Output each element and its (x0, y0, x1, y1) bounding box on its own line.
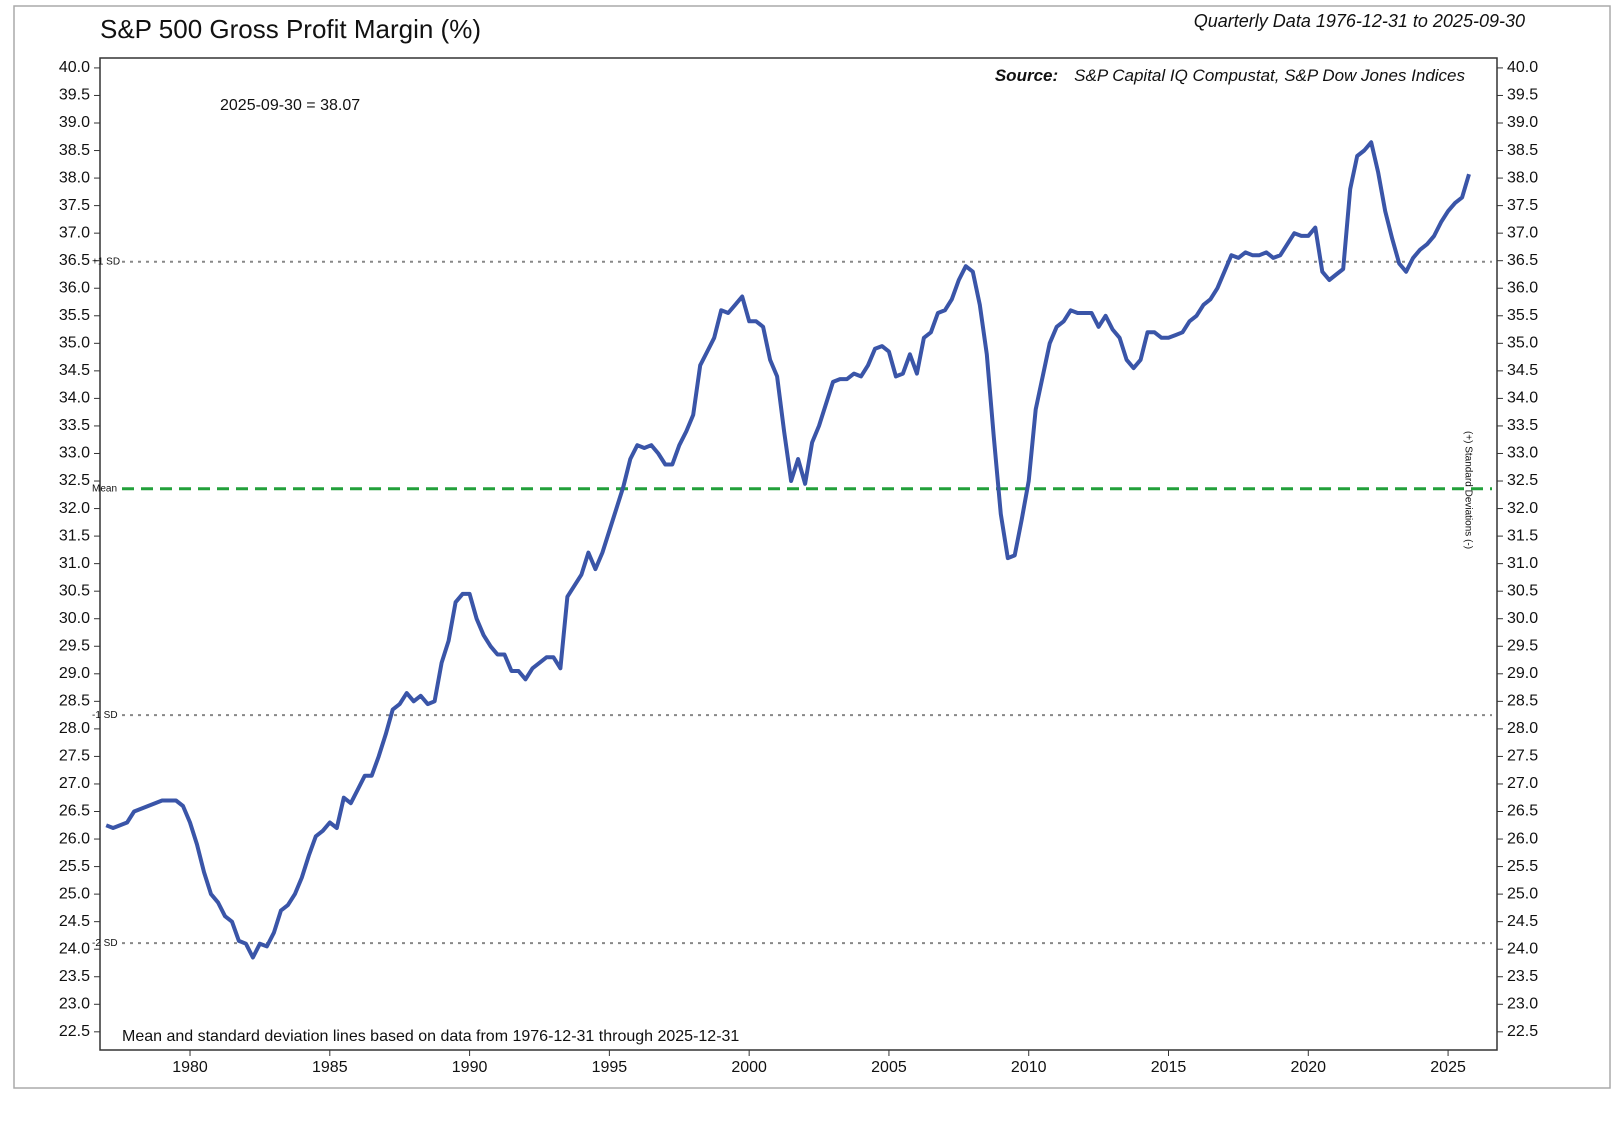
x-tick-label: 2010 (1011, 1059, 1047, 1076)
annotation: 2025-09-30 = 38.07 (220, 97, 360, 114)
y-tick-label: 32.0 (59, 500, 90, 517)
y-tick-label: 33.0 (59, 445, 90, 462)
y2-tick-label: 32.5 (1507, 472, 1538, 489)
plot-frame (99, 57, 1498, 1051)
y2-tick-label: 34.5 (1507, 362, 1538, 379)
y2-tick-label: 29.5 (1507, 637, 1538, 654)
y-tick-label: 36.5 (59, 252, 90, 269)
y2-tick-label: 26.0 (1507, 830, 1538, 847)
chart-title: S&P 500 Gross Profit Margin (%) (100, 14, 481, 44)
y-tick-label: 38.5 (59, 142, 90, 159)
y2-tick-label: 25.5 (1507, 858, 1538, 875)
x-tick-label: 2000 (731, 1059, 767, 1076)
subtitle: Quarterly Data 1976-12-31 to 2025-09-30 (1194, 11, 1525, 31)
x-tick-label: 2020 (1290, 1059, 1326, 1076)
y2-tick-label: 37.0 (1507, 224, 1538, 241)
y2-tick-label: 34.0 (1507, 390, 1538, 407)
y2-tick-label: 30.0 (1507, 610, 1538, 627)
y2-tick-label: 39.0 (1507, 114, 1538, 131)
y-tick-label: 34.5 (59, 362, 90, 379)
y2-tick-label: 36.5 (1507, 252, 1538, 269)
y-tick-label: 24.5 (59, 913, 90, 930)
data-line (105, 140, 1471, 960)
reference-label: -2 SD (92, 938, 118, 949)
y-tick-label: 34.0 (59, 390, 90, 407)
y2-tick-label: 38.0 (1507, 169, 1538, 186)
y2-tick-label: 28.0 (1507, 720, 1538, 737)
y-tick-label: 25.5 (59, 858, 90, 875)
y2-tick-label: 29.0 (1507, 665, 1538, 682)
y2-tick-label: 28.5 (1507, 693, 1538, 710)
y-tick-label: 36.0 (59, 279, 90, 296)
y-tick-label: 35.5 (59, 307, 90, 324)
source-label: Source: (995, 66, 1058, 85)
x-tick-label: 1980 (172, 1059, 208, 1076)
y-tick-label: 27.0 (59, 775, 90, 792)
y2-tick-label: 32.0 (1507, 500, 1538, 517)
footnote: Mean and standard deviation lines based … (122, 1028, 739, 1045)
y-tick-label: 29.0 (59, 665, 90, 682)
reference-label: Mean (92, 483, 117, 494)
x-tick-label: 2025 (1430, 1059, 1466, 1076)
y-tick-label: 39.5 (59, 87, 90, 104)
x-tick-label: 2015 (1151, 1059, 1187, 1076)
y2-tick-label: 33.0 (1507, 445, 1538, 462)
y2-tick-label: 33.5 (1507, 417, 1538, 434)
y2-tick-label: 26.5 (1507, 803, 1538, 820)
y2-tick-label: 30.5 (1507, 582, 1538, 599)
source: Source: S&P Capital IQ Compustat, S&P Dow… (995, 66, 1466, 85)
y-tick-label: 23.5 (59, 968, 90, 985)
x-tick-label: 1995 (592, 1059, 628, 1076)
y-tick-label: 28.5 (59, 693, 90, 710)
y-tick-label: 35.0 (59, 335, 90, 352)
y2-tick-label: 36.0 (1507, 279, 1538, 296)
y-tick-label: 25.0 (59, 885, 90, 902)
y2-tick-label: 24.0 (1507, 940, 1538, 957)
y2-tick-label: 23.0 (1507, 996, 1538, 1013)
y-tick-label: 40.0 (59, 59, 90, 76)
y2-tick-label: 35.0 (1507, 335, 1538, 352)
y2-tick-label: 31.5 (1507, 527, 1538, 544)
y-tick-label: 32.5 (59, 472, 90, 489)
y2-tick-label: 27.0 (1507, 775, 1538, 792)
y-tick-label: 38.0 (59, 169, 90, 186)
source-text: S&P Capital IQ Compustat, S&P Dow Jones … (1074, 66, 1465, 85)
y-tick-label: 24.0 (59, 940, 90, 957)
y2-tick-label: 35.5 (1507, 307, 1538, 324)
x-tick-label: 1985 (312, 1059, 348, 1076)
y2-tick-label: 23.5 (1507, 968, 1538, 985)
y-tick-label: 22.5 (59, 1023, 90, 1040)
y2-tick-label: 24.5 (1507, 913, 1538, 930)
y-tick-label: 30.5 (59, 582, 90, 599)
y-tick-label: 26.0 (59, 830, 90, 847)
y2-tick-label: 31.0 (1507, 555, 1538, 572)
y-tick-label: 37.5 (59, 197, 90, 214)
y-tick-label: 23.0 (59, 996, 90, 1013)
y-tick-label: 33.5 (59, 417, 90, 434)
reference-label: -1 SD (92, 710, 118, 721)
x-tick-label: 1990 (452, 1059, 488, 1076)
x-tick-label: 2005 (871, 1059, 907, 1076)
y-tick-label: 26.5 (59, 803, 90, 820)
y-tick-label: 31.5 (59, 527, 90, 544)
reference-label: +1 SD (92, 256, 120, 267)
y-tick-label: 29.5 (59, 637, 90, 654)
y2-tick-label: 38.5 (1507, 142, 1538, 159)
y2-tick-label: 39.5 (1507, 87, 1538, 104)
outer-frame (13, 5, 1611, 1089)
y-tick-label: 30.0 (59, 610, 90, 627)
y-tick-label: 31.0 (59, 555, 90, 572)
y2-tick-label: 22.5 (1507, 1023, 1538, 1040)
y2-tick-label: 25.0 (1507, 885, 1538, 902)
y-tick-label: 28.0 (59, 720, 90, 737)
y2-tick-label: 37.5 (1507, 197, 1538, 214)
y2-tick-label: 40.0 (1507, 59, 1538, 76)
y-tick-label: 39.0 (59, 114, 90, 131)
y-tick-label: 37.0 (59, 224, 90, 241)
y2-label: (+) Standard Deviations (-) (1462, 431, 1473, 549)
y2-tick-label: 27.5 (1507, 748, 1538, 765)
y-tick-label: 27.5 (59, 748, 90, 765)
